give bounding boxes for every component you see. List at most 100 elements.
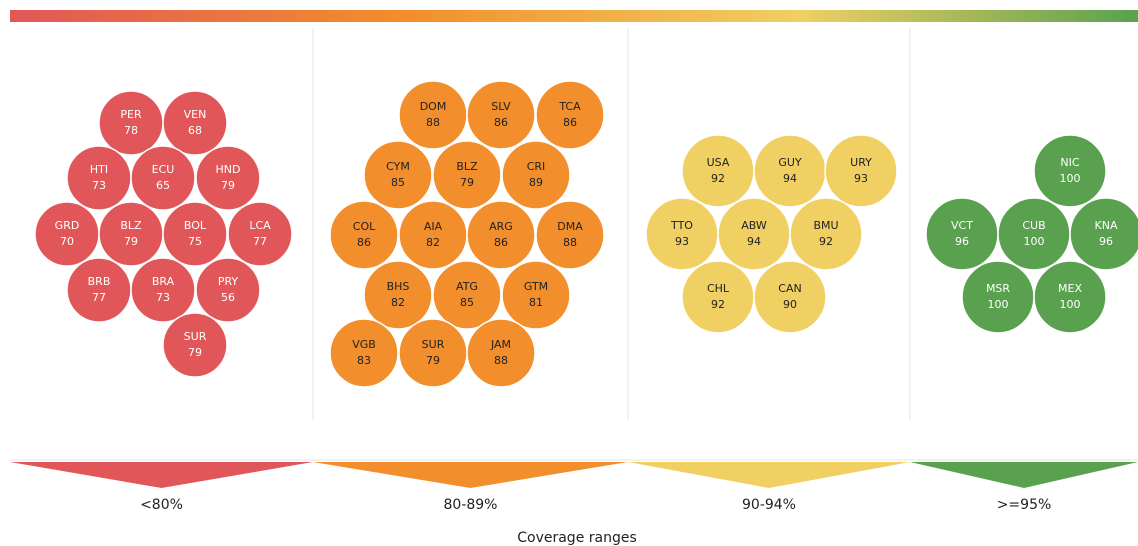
- bubble-code: AIA: [424, 220, 443, 233]
- bubble-code: BRA: [152, 275, 175, 288]
- x-axis-title: Coverage ranges: [517, 530, 637, 546]
- bubble-value: 79: [188, 346, 202, 359]
- bubble: [753, 260, 827, 334]
- bubble: [66, 257, 132, 323]
- bubble: [997, 197, 1071, 271]
- bubble: [645, 197, 719, 271]
- bubble-value: 90: [783, 298, 797, 311]
- bubble-code: PER: [120, 108, 142, 121]
- bubble-code: ATG: [456, 280, 478, 293]
- bubble-code: CAN: [778, 282, 801, 295]
- bubble: [162, 201, 228, 267]
- bubble: [535, 80, 605, 150]
- bubble: [34, 201, 100, 267]
- range-label: 90-94%: [742, 497, 796, 513]
- bubble-code: BOL: [184, 219, 207, 232]
- bubble-code: SLV: [491, 100, 511, 113]
- bubble: [961, 260, 1035, 334]
- bubble: [130, 257, 196, 323]
- bubble: [162, 312, 228, 378]
- bubble: [398, 318, 468, 388]
- bubble-code: JAM: [490, 338, 511, 351]
- bubble-code: DOM: [420, 100, 447, 113]
- bubble-value: 77: [253, 235, 267, 248]
- bubble-value: 85: [391, 176, 405, 189]
- bubble-value: 96: [1099, 235, 1113, 248]
- bubble-value: 86: [563, 116, 577, 129]
- bubble: [398, 200, 468, 270]
- bubble: [681, 134, 755, 208]
- bubble-value: 93: [675, 235, 689, 248]
- bubble-value: 92: [711, 172, 725, 185]
- bubble-code: HTI: [90, 163, 108, 176]
- bubble-code: USA: [707, 156, 730, 169]
- bubble: [789, 197, 863, 271]
- bubble: [925, 197, 999, 271]
- bubble-value: 88: [494, 354, 508, 367]
- bubble: [501, 260, 571, 330]
- bubble: [466, 318, 536, 388]
- bubble-code: URY: [850, 156, 872, 169]
- bubble-code: TTO: [670, 219, 693, 232]
- bubble-value: 88: [426, 116, 440, 129]
- range-marker: [10, 462, 313, 488]
- bubble-value: 93: [854, 172, 868, 185]
- bubble-value: 68: [188, 124, 202, 137]
- bubble-code: BHS: [387, 280, 410, 293]
- bubble-code: DMA: [557, 220, 583, 233]
- bubble: [753, 134, 827, 208]
- bubble-value: 65: [156, 179, 170, 192]
- bubble-value: 86: [357, 236, 371, 249]
- bubble-value: 89: [529, 176, 543, 189]
- bubble-code: VCT: [951, 219, 973, 232]
- bubble: [1033, 260, 1107, 334]
- bubble: [162, 90, 228, 156]
- bubble-code: COL: [353, 220, 376, 233]
- bubble: [432, 140, 502, 210]
- bubble-code: HND: [216, 163, 241, 176]
- bubble: [195, 145, 261, 211]
- bubble-value: 100: [988, 298, 1009, 311]
- gradient-bar: [10, 10, 1138, 22]
- bubble-code: PRY: [218, 275, 239, 288]
- bubble-value: 100: [1024, 235, 1045, 248]
- bubble-value: 86: [494, 236, 508, 249]
- bubble-code: LCA: [249, 219, 271, 232]
- bubble: [1069, 197, 1138, 271]
- bubble-value: 82: [391, 296, 405, 309]
- bubble: [98, 201, 164, 267]
- bubble: [66, 145, 132, 211]
- bubble-code: CHL: [707, 282, 730, 295]
- bubble-code: CRI: [527, 160, 546, 173]
- bubble-code: VGB: [352, 338, 376, 351]
- range-marker: [628, 462, 910, 488]
- bubble: [227, 201, 293, 267]
- bubble: [717, 197, 791, 271]
- range-label: >=95%: [997, 497, 1052, 513]
- bubble-value: 79: [460, 176, 474, 189]
- bubble-code: GUY: [778, 156, 802, 169]
- bubble-code: MEX: [1058, 282, 1082, 295]
- bubble: [535, 200, 605, 270]
- bubble-value: 77: [92, 291, 106, 304]
- bubble-value: 100: [1060, 172, 1081, 185]
- bubble-value: 85: [460, 296, 474, 309]
- bubble-value: 82: [426, 236, 440, 249]
- bubble: [329, 318, 399, 388]
- bubble-code: ARG: [489, 220, 513, 233]
- bubble-code: BRB: [88, 275, 111, 288]
- range-marker: [910, 462, 1138, 488]
- bubble-value: 94: [747, 235, 761, 248]
- bubble: [824, 134, 898, 208]
- range-label: <80%: [140, 497, 183, 513]
- bubble-code: CYM: [386, 160, 410, 173]
- range-label: 80-89%: [444, 497, 498, 513]
- bubble-value: 79: [124, 235, 138, 248]
- bubble: [130, 145, 196, 211]
- bubble: [501, 140, 571, 210]
- bubble-code: CUB: [1022, 219, 1045, 232]
- bubble-value: 56: [221, 291, 235, 304]
- bubble-value: 70: [60, 235, 74, 248]
- bubble-value: 81: [529, 296, 543, 309]
